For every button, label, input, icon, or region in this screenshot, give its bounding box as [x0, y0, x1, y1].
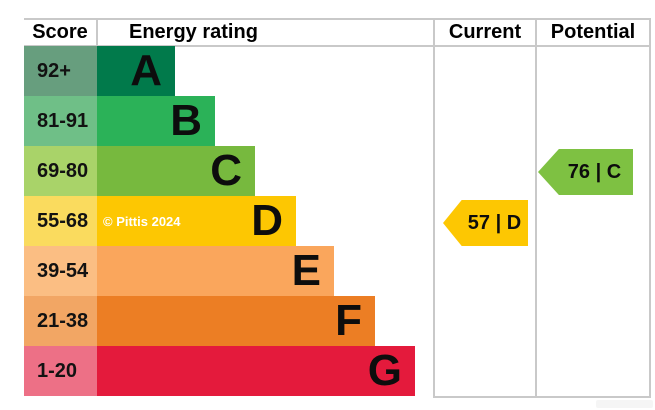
potential-column-divider: [535, 18, 537, 398]
header-potential: Potential: [550, 21, 636, 43]
band-score-range: 69-80: [24, 146, 97, 196]
band-score-range: 55-68: [24, 196, 97, 246]
band-bar-f: F: [97, 296, 375, 346]
band-bar-b: B: [97, 96, 215, 146]
table-top-border: [24, 18, 651, 20]
band-letter: D: [251, 196, 283, 245]
band-score-range: 92+: [24, 46, 97, 96]
band-letter: G: [367, 346, 402, 395]
band-letter: C: [210, 146, 242, 195]
current-rating-arrow: 57 | D: [443, 200, 528, 246]
table-bottom-border: [433, 396, 651, 398]
header-current: Current: [448, 21, 522, 43]
current-column-divider: [433, 18, 435, 398]
table-right-border: [649, 18, 651, 398]
band-bar-d: D: [97, 196, 296, 246]
band-score-range: 81-91: [24, 96, 97, 146]
header-bottom-border: [24, 45, 651, 47]
score-column-divider: [96, 18, 98, 46]
header-score: Score: [32, 21, 88, 43]
watermark: [596, 400, 653, 408]
band-bar-g: G: [97, 346, 415, 396]
header-energy-rating: Energy rating: [129, 21, 258, 43]
band-score-range: 1-20: [24, 346, 97, 396]
band-letter: F: [335, 296, 362, 345]
potential-rating-label: 76 | C: [567, 160, 622, 183]
band-bar-e: E: [97, 246, 334, 296]
band-letter: A: [130, 46, 162, 95]
band-bar-c: C: [97, 146, 255, 196]
band-letter: B: [170, 96, 202, 145]
band-score-range: 39-54: [24, 246, 97, 296]
copyright-text: © Pittis 2024: [103, 213, 181, 229]
band-bar-a: A: [97, 46, 175, 96]
band-score-range: 21-38: [24, 296, 97, 346]
potential-rating-arrow: 76 | C: [538, 149, 633, 195]
current-rating-label: 57 | D: [467, 211, 522, 234]
band-letter: E: [291, 246, 321, 295]
